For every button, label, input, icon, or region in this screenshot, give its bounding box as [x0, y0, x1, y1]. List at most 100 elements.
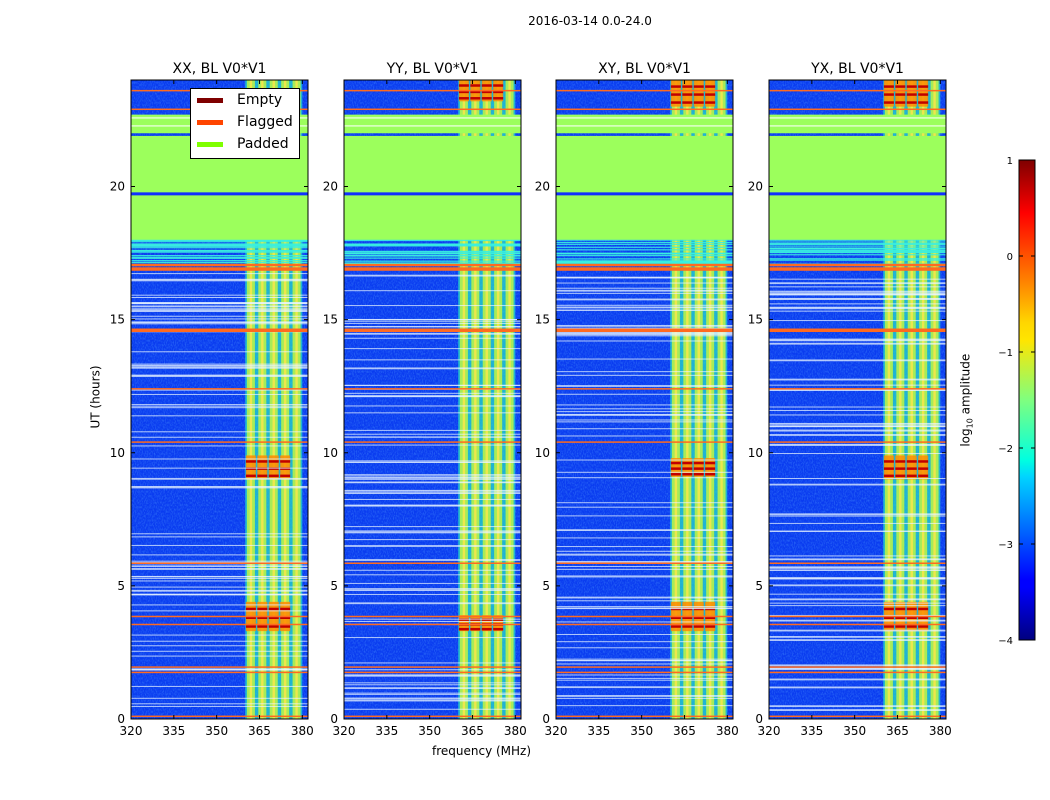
panel-2-cyan-13: [556, 253, 733, 255]
panel-2-gap-39: [556, 608, 733, 610]
panel-2-gap-55: [556, 282, 733, 284]
panel-0-flag-1: [131, 671, 308, 674]
panel-3-gap-30: [769, 669, 946, 671]
panel-0-ytick-label-3: 15: [110, 313, 125, 327]
panel-0-gap-43: [131, 407, 308, 409]
panel-3-gap-21: [769, 425, 946, 428]
panel-3-gap-36: [769, 294, 946, 296]
panel-2-hot-stripe-2-1-1: [682, 93, 693, 96]
panel-0-flag-2: [131, 666, 308, 668]
panel-0-gap-26: [131, 568, 308, 570]
panel-3-flag-10: [769, 263, 946, 267]
panel-2-channel-core-3: [708, 80, 712, 719]
panel-1-xtick-label-0: 320: [333, 724, 356, 738]
panel-1-cyan-9: [344, 243, 521, 245]
panel-3-xtick-label-3: 365: [886, 724, 909, 738]
panel-3-hot-stripe-1-1-1: [895, 467, 906, 470]
legend-item-flagged: Flagged: [197, 112, 293, 132]
panel-0-gap-53: [131, 404, 308, 406]
panel-2-hot-stripe-2-2-1: [693, 93, 704, 96]
panel-0-gap-31: [131, 436, 308, 438]
panel-2-hot-stripe-2-0-2: [670, 101, 681, 104]
panel-1-cyan-16: [344, 239, 521, 242]
panel-0-cyan-17: [131, 244, 308, 246]
panel-1-padded-line-0: [344, 125, 521, 127]
panel-0-hot-stripe-0-0-1: [245, 616, 256, 619]
panel-3-gap-48: [769, 384, 946, 386]
panel-1-gap-31: [344, 395, 521, 397]
panel-2-ytick-label-3: 15: [535, 313, 550, 327]
panel-1-hot-0-1: [470, 615, 481, 632]
panel-3-gap-41: [769, 477, 946, 479]
panel-2-gap-42: [556, 371, 733, 373]
panel-2-hot-stripe-2-3-1: [705, 93, 716, 96]
panel-2-xtick-label-1: 335: [587, 724, 610, 738]
panel-1-frame: [343, 79, 522, 720]
panel-1-gap-64: [344, 504, 521, 506]
panel-1-ytick-label-2: 10: [323, 446, 338, 460]
panel-1-gap-61: [344, 682, 521, 684]
panel-2-gap-63: [556, 677, 733, 679]
panel-2-gap-53: [556, 289, 733, 292]
panel-1-gap-53: [344, 708, 521, 710]
panel-1-gap-16: [344, 332, 521, 335]
panel-2-flag-8: [556, 328, 733, 333]
panel-3-hot-stripe-2-1-2: [895, 101, 906, 104]
panel-0-hot-stripe-1-3-0: [280, 460, 291, 463]
panel-3-flag-6: [769, 441, 946, 443]
panel-2-hot-stripe-2-0-1: [670, 93, 681, 96]
panel-1-hot-stripe-1-1-2: [470, 97, 481, 100]
panel-0-flag-4: [131, 615, 308, 618]
panel-3-ytick-label-2: 10: [748, 446, 763, 460]
panel-1-gap-39: [344, 396, 521, 398]
panel-0-flag-6: [131, 441, 308, 443]
panel-0-xtick-label-0: 320: [120, 724, 143, 738]
panel-0-gap-47: [131, 580, 308, 582]
panel-2-gap-45: [556, 537, 733, 539]
panel-1-hot-stripe-1-2-0: [481, 84, 492, 87]
panel-0-gap-29: [131, 634, 308, 636]
panel-0-gap-3: [131, 374, 308, 376]
panel-3-gap-67: [769, 558, 946, 561]
panel-3-gap-16: [769, 619, 946, 622]
panel-3-hot-stripe-1-0-1: [883, 467, 894, 470]
panel-1-gap-29: [344, 498, 521, 500]
panel-3-gap-69: [769, 443, 946, 446]
panel-0-padded-gap: [131, 192, 308, 196]
panel-0-hot-stripe-0-1-0: [257, 607, 268, 611]
panel-0-channel-core-3: [283, 80, 287, 719]
panel-2-gap-67: [556, 606, 733, 608]
panel-1-gap-17: [344, 320, 521, 322]
panel-0-gap-46: [131, 586, 308, 588]
panel-3-flag-8: [769, 328, 946, 333]
panel-3-flag-0: [769, 715, 946, 718]
panel-3-hot-stripe-0-2-1: [906, 616, 917, 619]
panel-2-ytick-label-0: 0: [542, 712, 550, 726]
panel-0-gap-66: [131, 321, 308, 323]
panel-2-ytick-label-2: 10: [535, 446, 550, 460]
panel-2-flag-2: [556, 666, 733, 668]
panel-3: 320 335 350 365 380 0 5 10 15 20 YX, BL V0*V1: [748, 61, 952, 738]
panel-3-hot-stripe-2-3-1: [918, 93, 929, 96]
panel-1-gap-33: [344, 492, 521, 495]
panel-3-padded-gap: [769, 192, 946, 196]
panel-3-padded-0: [769, 135, 946, 195]
panel-3-channel-core-3: [921, 80, 925, 719]
panel-3-hot-stripe-1-2-2: [906, 474, 917, 478]
panel-0-gap-33: [131, 467, 308, 469]
panel-2-cyan-3: [556, 241, 733, 244]
panel-0-gap-15: [131, 310, 308, 312]
panel-0-hot-stripe-0-0-0: [245, 607, 256, 611]
panel-2-cyan-18: [556, 258, 733, 260]
panel-2-gap-60: [556, 335, 733, 337]
panel-0-heatmap: [131, 80, 308, 719]
panel-0-gap-17: [131, 302, 308, 304]
panel-2-gap-19: [556, 530, 733, 532]
panel-3-hot-stripe-2-1-0: [895, 85, 906, 88]
panel-1-flag-8: [344, 328, 521, 333]
panel-3-hot-stripe-1-3-2: [918, 474, 929, 478]
panel-1-flag-0: [344, 715, 521, 718]
panel-2-gap-35: [556, 695, 733, 697]
panel-2-flag-4: [556, 615, 733, 618]
colorbar-tick-label-2: −2: [998, 444, 1013, 455]
